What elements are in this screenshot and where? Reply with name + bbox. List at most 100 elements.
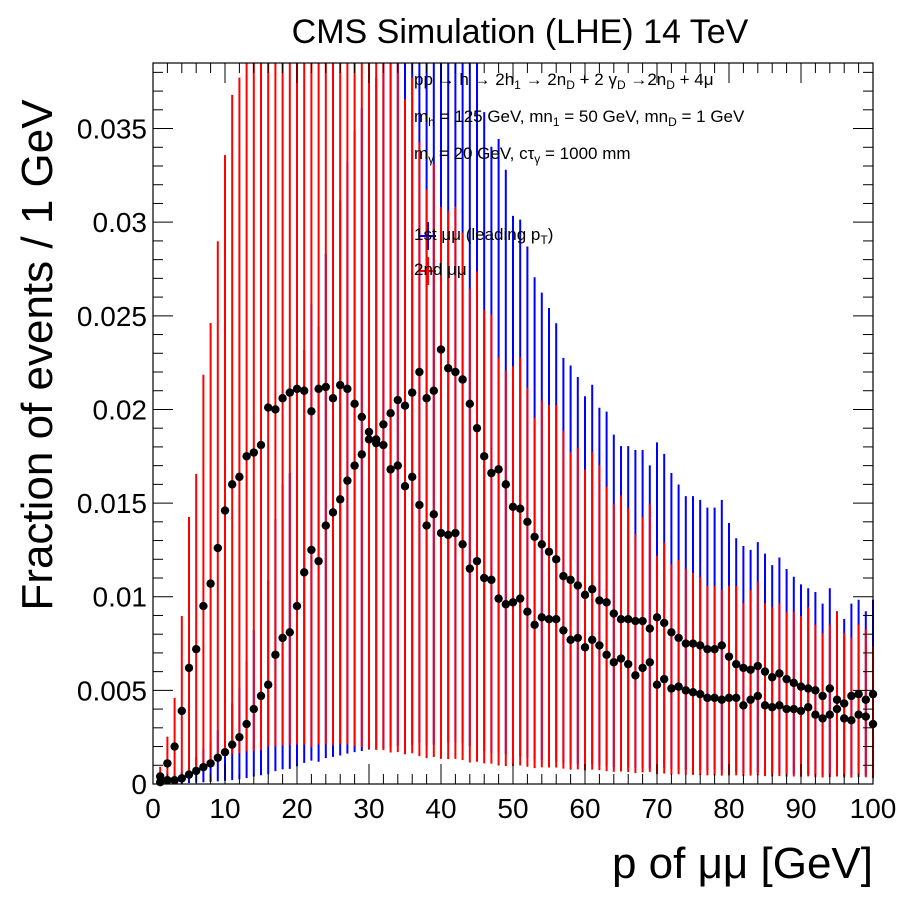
legend: 1st μμ (leading pT) 2nd μμ [414, 222, 553, 285]
y-tick-label-0: 0 [131, 769, 147, 800]
series2-point-17 [271, 405, 280, 414]
series1-point-63 [602, 598, 611, 607]
series2-point-40 [436, 528, 446, 538]
series2-point-71 [660, 674, 669, 684]
bar-layer [159, 63, 874, 784]
series2-point-37 [415, 500, 424, 510]
series1-point-88 [782, 674, 791, 684]
series1-point-87 [775, 669, 784, 678]
series1-point-97 [847, 691, 856, 701]
series1-point-38 [422, 394, 431, 403]
series2-point-51 [516, 594, 525, 603]
series2-point-56 [552, 615, 561, 624]
series2-point-31 [372, 438, 381, 448]
series2-point-54 [537, 613, 546, 622]
series1-point-67 [631, 616, 640, 626]
series1-point-41 [444, 364, 453, 373]
series1-point-58 [566, 575, 575, 585]
series2-point-14 [249, 448, 258, 457]
series2-point-4 [177, 706, 186, 716]
series2-point-89 [789, 704, 798, 714]
series2-point-66 [624, 659, 633, 669]
series1-point-46 [480, 452, 489, 461]
x-tick-label-10: 10 [209, 793, 240, 824]
series1-point-94 [825, 684, 834, 693]
series1-point-33 [386, 409, 395, 418]
series2-point-52 [523, 607, 532, 616]
series2-point-48 [494, 594, 503, 603]
series2-point-21 [300, 386, 309, 395]
x-tick-label-30: 30 [353, 793, 384, 824]
series2-point-98 [854, 710, 863, 719]
series1-point-40 [436, 345, 446, 354]
series1-point-66 [624, 615, 633, 624]
series1-point-98 [854, 689, 863, 699]
series2-point-49 [501, 600, 510, 609]
series1-point-14 [249, 704, 258, 714]
series1-point-72 [667, 628, 676, 637]
series2-point-79 [717, 695, 726, 704]
series1-point-7 [199, 762, 208, 772]
series1-point-35 [400, 401, 410, 410]
series1-point-85 [760, 667, 770, 676]
series1-point-75 [688, 639, 698, 648]
series1-point-44 [465, 399, 474, 409]
series2-point-28 [350, 399, 359, 409]
series1-point-23 [314, 556, 323, 566]
series1-point-39 [429, 386, 438, 395]
series2-point-81 [732, 693, 741, 703]
annotation-line-1: pp → h → 2h1 → 2nD + 2 γD →2nD + 4μ [414, 70, 714, 92]
series2-point-22 [307, 407, 316, 416]
series1-point-18 [278, 633, 287, 643]
series1-point-69 [645, 624, 654, 633]
series1-point-79 [717, 641, 726, 650]
series2-point-15 [256, 440, 266, 450]
series2-point-42 [451, 528, 460, 538]
series2-point-94 [825, 710, 834, 719]
series2-point-3 [170, 742, 179, 751]
series2-point-19 [285, 388, 294, 397]
series2-point-39 [429, 510, 438, 519]
series2-point-72 [667, 684, 676, 693]
series2-point-25 [328, 394, 338, 403]
series2-point-6 [192, 644, 201, 654]
series1-point-86 [768, 673, 777, 682]
series1-point-59 [573, 581, 582, 590]
series2-point-38 [422, 521, 431, 530]
series2-point-23 [314, 384, 323, 394]
series1-point-24 [321, 521, 330, 530]
series2-point-69 [645, 658, 654, 667]
series2-point-99 [861, 712, 870, 721]
series2-point-10 [220, 506, 230, 515]
series2-point-67 [631, 671, 640, 680]
x-tick-label-100: 100 [850, 793, 897, 824]
series1-point-95 [832, 695, 842, 704]
series1-point-91 [804, 684, 813, 693]
series2-point-50 [508, 598, 518, 607]
series1-point-5 [184, 770, 194, 779]
y-tick-label-0.005: 0.005 [77, 675, 147, 706]
series2-point-18 [278, 394, 287, 403]
series2-point-47 [487, 575, 496, 585]
series2-point-77 [703, 693, 712, 703]
series2-point-87 [775, 701, 784, 710]
series2-point-44 [465, 564, 474, 573]
series2-point-5 [184, 663, 194, 673]
series1-point-28 [350, 461, 359, 470]
series2-point-26 [336, 380, 345, 390]
series1-point-13 [242, 719, 251, 729]
series2-point-46 [480, 573, 489, 583]
series1-point-43 [458, 375, 467, 384]
y-tick-label-0.01: 0.01 [93, 582, 148, 613]
series1-point-77 [703, 644, 712, 654]
series2-point-11 [228, 480, 237, 489]
series2-point-64 [609, 658, 618, 667]
series1-point-17 [271, 650, 280, 659]
point-layer [156, 345, 878, 787]
x-tick-label-90: 90 [785, 793, 816, 824]
series2-point-35 [400, 482, 410, 491]
x-axis-label: p of μμ [GeV] [612, 839, 873, 888]
series2-point-16 [264, 403, 273, 412]
series2-point-84 [753, 691, 762, 701]
